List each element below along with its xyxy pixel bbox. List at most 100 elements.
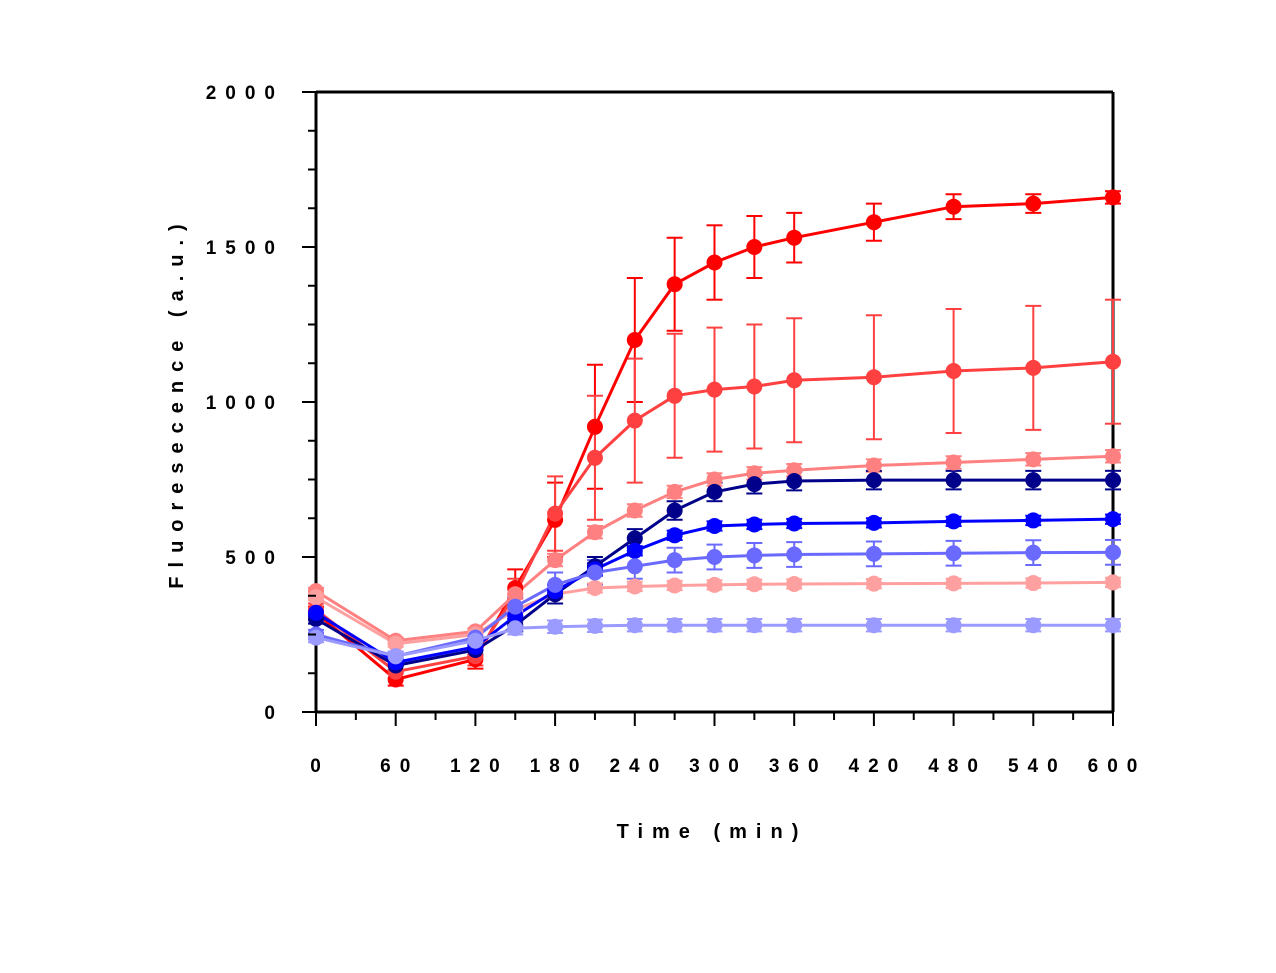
data-point (547, 505, 564, 522)
data-point (467, 632, 484, 649)
data-point (746, 547, 763, 564)
data-point (945, 545, 962, 562)
data-point (945, 617, 962, 634)
data-point (1105, 448, 1121, 465)
data-point (666, 577, 683, 594)
data-point (865, 369, 882, 386)
y-tick-label: 1500 (206, 238, 284, 259)
data-point (666, 276, 683, 293)
data-point (1105, 617, 1121, 634)
data-point (865, 514, 882, 531)
data-point (706, 381, 723, 398)
data-point (865, 457, 882, 474)
data-point (1025, 472, 1042, 489)
x-tick-label: 180 (530, 756, 589, 777)
data-point (626, 412, 643, 429)
data-point (786, 473, 803, 490)
data-point (746, 378, 763, 395)
x-axis-title: Time (min) (617, 821, 808, 843)
y-tick-label: 0 (264, 703, 284, 724)
axis-ticks (302, 91, 1114, 726)
data-point (1105, 544, 1121, 561)
y-axis-title: Fluoresecence (a.u.) (166, 215, 188, 588)
data-point (626, 617, 643, 634)
data-point (706, 576, 723, 593)
data-point (1025, 575, 1042, 592)
data-point (945, 363, 962, 379)
data-point (626, 542, 643, 559)
data-point (865, 575, 882, 592)
data-point (507, 620, 524, 637)
data-point (387, 635, 404, 652)
data-point (746, 476, 763, 493)
x-tick-label: 0 (310, 756, 330, 777)
data-point (547, 618, 564, 635)
data-point (706, 483, 723, 500)
data-point (1025, 359, 1042, 376)
data-point (666, 527, 683, 544)
data-point (507, 598, 524, 615)
data-point (746, 516, 763, 533)
data-point (706, 617, 723, 634)
data-point (308, 629, 324, 646)
data-point (1025, 451, 1042, 468)
data-point (507, 586, 524, 603)
x-tick-label: 420 (849, 756, 908, 777)
data-point (586, 580, 603, 596)
x-tick-labels: 0 60 120 180 240 300 360 420 480 540 600 (310, 756, 1147, 777)
data-point (387, 648, 404, 665)
data-point (626, 332, 643, 348)
data-point (586, 617, 603, 634)
data-point (865, 472, 882, 489)
x-tick-label: 600 (1088, 756, 1147, 777)
data-point (746, 576, 763, 593)
data-point (1025, 544, 1042, 561)
x-tick-label: 240 (609, 756, 668, 777)
x-tick-label: 120 (450, 756, 509, 777)
y-tick-labels: 0 500 1000 1500 2000 (206, 83, 284, 724)
data-point (786, 575, 803, 592)
data-point (706, 549, 723, 565)
data-point (945, 513, 962, 530)
data-point (666, 387, 683, 404)
data-point (626, 558, 643, 575)
data-point (1105, 574, 1121, 591)
data-point (945, 472, 962, 489)
data-point (865, 214, 882, 231)
data-point (706, 518, 723, 534)
data-point (666, 552, 683, 569)
data-point (786, 515, 803, 532)
data-point (1105, 353, 1121, 370)
data-point (586, 449, 603, 466)
x-tick-label: 360 (769, 756, 828, 777)
data-point (746, 239, 763, 255)
data-point (1025, 195, 1042, 212)
data-point (1105, 472, 1121, 489)
data-point (626, 502, 643, 519)
data-point (786, 617, 803, 634)
data-point (1105, 511, 1121, 528)
x-tick-label: 540 (1008, 756, 1067, 777)
data-point (547, 576, 564, 593)
x-tick-label: 300 (689, 756, 748, 777)
data-point (865, 617, 882, 634)
data-point (945, 575, 962, 592)
y-tick-label: 1000 (206, 393, 284, 414)
data-point (626, 578, 643, 595)
data-point (746, 617, 763, 634)
data-point (308, 589, 324, 606)
data-point (945, 454, 962, 471)
data-point (786, 372, 803, 389)
data-point (586, 564, 603, 581)
data-point (865, 545, 882, 562)
data-point (626, 530, 643, 547)
data-point (586, 418, 603, 435)
data-point (945, 198, 962, 215)
data-point (1105, 189, 1121, 206)
data-point (706, 254, 723, 271)
data-points (308, 189, 1121, 688)
data-point (786, 546, 803, 563)
data-point (666, 483, 683, 500)
x-tick-label: 60 (380, 756, 419, 777)
